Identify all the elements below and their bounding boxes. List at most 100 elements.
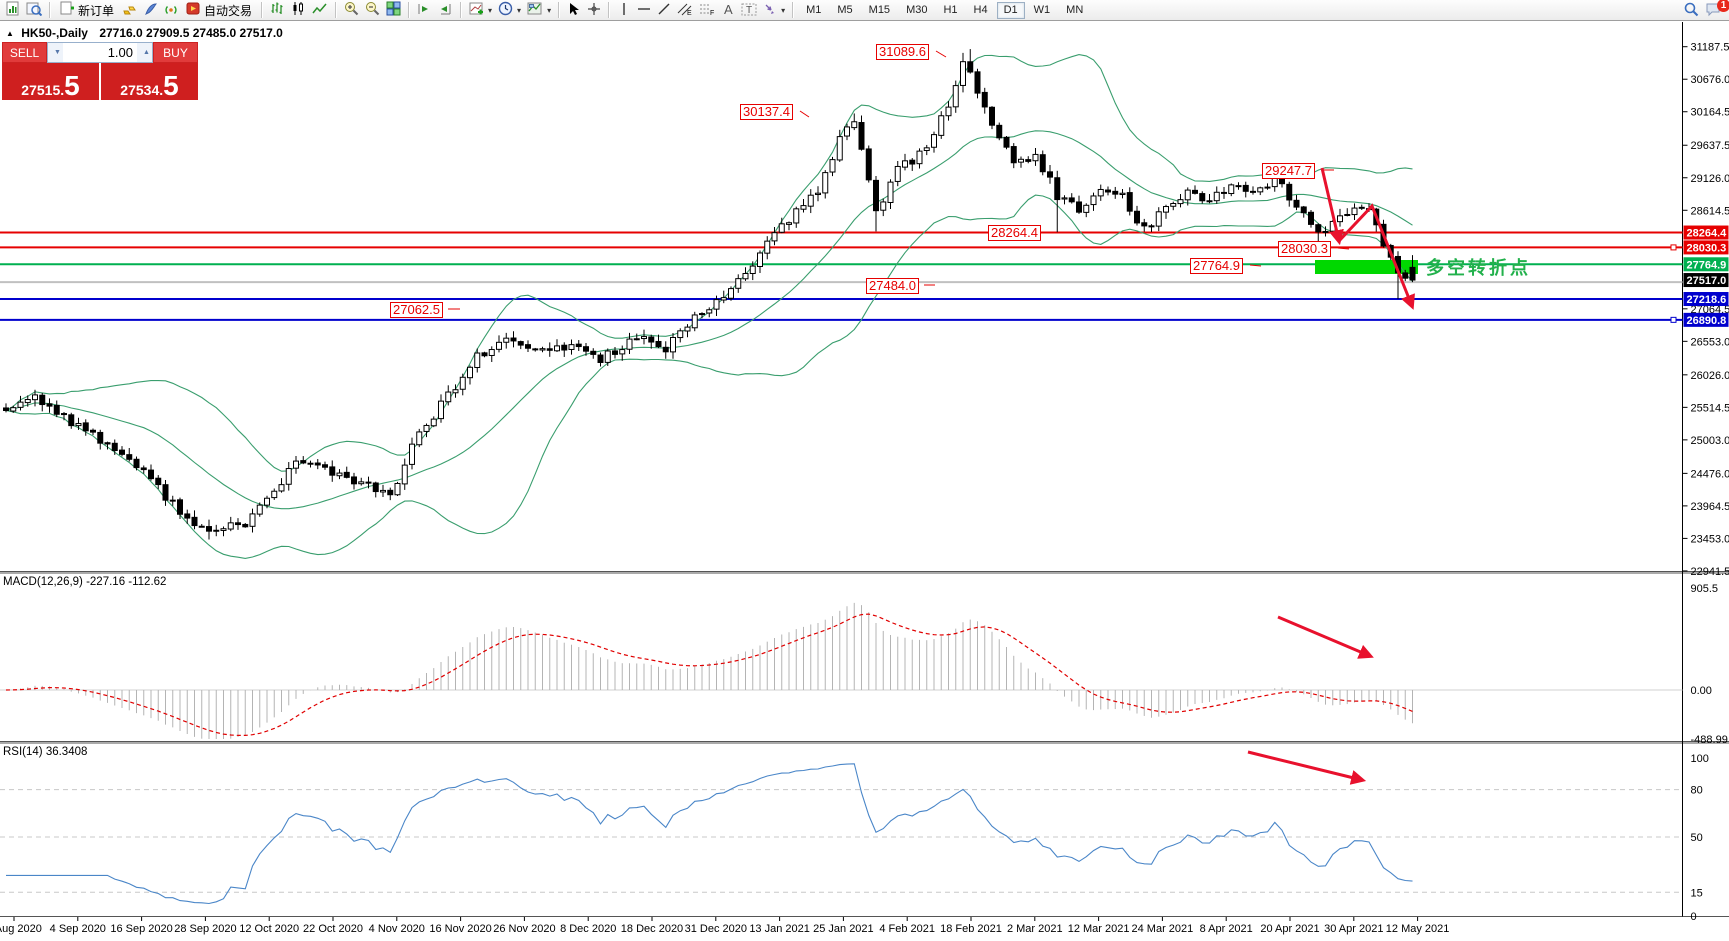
timeframe-m1[interactable]: M1 — [799, 2, 828, 19]
price-callout[interactable]: 28264.4 — [988, 225, 1041, 241]
bar-chart-mode-button[interactable] — [267, 1, 288, 20]
fibonacci-tool-button[interactable]: F — [696, 1, 718, 20]
vertical-line-icon — [619, 2, 629, 19]
fibonacci-icon: F — [699, 2, 715, 19]
timeframe-m15[interactable]: M15 — [862, 2, 897, 19]
svg-text:31 Dec 2020: 31 Dec 2020 — [685, 923, 747, 935]
timeframe-h4[interactable]: H4 — [967, 2, 995, 19]
new-order-button[interactable]: 新订单 — [55, 1, 119, 20]
trendline-tool-button[interactable] — [654, 1, 674, 20]
price-callout[interactable]: 29247.7 — [1262, 163, 1315, 179]
auto-trading-button[interactable]: 自动交易 — [181, 1, 257, 20]
notifications-button[interactable]: 1 — [1702, 0, 1729, 20]
templates-button[interactable]: ▾ — [524, 1, 554, 20]
line-chart-mode-button[interactable] — [309, 1, 331, 20]
volume-input[interactable] — [63, 43, 137, 62]
sell-price-display[interactable]: 27515. 5 — [2, 63, 99, 100]
label-tool-button[interactable]: T — [738, 1, 760, 20]
svg-text:28614.5: 28614.5 — [1691, 205, 1729, 217]
chevron-down-icon: ▾ — [781, 5, 786, 15]
horizontal-line-tool-button[interactable] — [634, 1, 654, 20]
signals-button[interactable] — [161, 1, 181, 20]
svg-text:8 Dec 2020: 8 Dec 2020 — [560, 923, 616, 935]
toolbar-separator — [460, 2, 463, 18]
publisher-button[interactable] — [141, 1, 161, 20]
timeframe-h1[interactable]: H1 — [936, 2, 964, 19]
svg-text:24476.0: 24476.0 — [1691, 468, 1729, 480]
timeframe-group: M1 M5 M15 M30 H1 H4 D1 W1 MN — [798, 1, 1091, 19]
svg-text:16 Nov 2020: 16 Nov 2020 — [429, 923, 491, 935]
arrows-tool-button[interactable]: ▾ — [760, 1, 788, 20]
history-center-button[interactable] — [119, 1, 141, 20]
price-callout[interactable]: 27484.0 — [866, 278, 919, 294]
svg-text:4 Nov 2020: 4 Nov 2020 — [369, 923, 425, 935]
price-callout[interactable]: 28030.3 — [1278, 241, 1331, 257]
zoom-out-button[interactable] — [362, 1, 383, 20]
zoom-in-icon — [344, 1, 359, 19]
bar-chart-icon — [270, 1, 285, 19]
one-click-trading-panel: SELL ▼ ▲ BUY 27515.5 27534.5 — [2, 42, 198, 100]
volume-stepper: ▼ ▲ — [47, 42, 153, 63]
clock-icon — [498, 1, 513, 19]
cursor-tool-button[interactable] — [564, 1, 584, 20]
price-callout[interactable]: 27764.9 — [1190, 258, 1243, 274]
market-watch-button[interactable] — [23, 1, 45, 20]
indicators-button[interactable]: ▾ — [466, 1, 495, 20]
collapse-icon[interactable]: ▲ — [6, 29, 14, 38]
new-chart-icon — [5, 1, 20, 19]
channel-tool-button[interactable]: E — [674, 1, 696, 20]
price-callout[interactable]: 27062.5 — [390, 302, 443, 318]
crosshair-tool-button[interactable] — [584, 1, 604, 20]
crosshair-icon — [587, 2, 601, 19]
buy-price-int: 27534 — [120, 82, 160, 98]
panel-frames — [0, 22, 1729, 917]
search-button[interactable] — [1680, 1, 1702, 20]
volume-increase-button[interactable]: ▲ — [137, 43, 152, 62]
price-callout[interactable]: 31089.6 — [876, 44, 929, 60]
buy-price-sep: . — [159, 82, 164, 98]
svg-text:27064.5: 27064.5 — [1691, 304, 1729, 316]
timeframe-w1[interactable]: W1 — [1027, 2, 1058, 19]
timeframe-m5[interactable]: M5 — [830, 2, 859, 19]
callout-leaders — [448, 50, 1350, 310]
trend-arrows — [1247, 167, 1415, 785]
text-icon: A — [722, 2, 734, 19]
timeframe-mn[interactable]: MN — [1059, 2, 1090, 19]
tile-windows-button[interactable] — [383, 1, 404, 20]
vertical-line-tool-button[interactable] — [614, 1, 634, 20]
auto-scroll-icon — [438, 2, 453, 19]
periods-button[interactable]: ▾ — [495, 1, 524, 20]
buy-price-display[interactable]: 27534. 5 — [101, 63, 198, 100]
new-order-label: 新订单 — [78, 3, 115, 18]
axis-badge — [1683, 312, 1729, 327]
price-callout[interactable]: 30137.4 — [740, 104, 793, 120]
new-chart-button[interactable] — [2, 1, 23, 20]
zoom-out-icon — [365, 1, 380, 19]
auto-scroll-button[interactable] — [435, 1, 456, 20]
axis-badge — [1683, 292, 1729, 307]
chevron-down-icon: ▾ — [488, 5, 493, 15]
bull-bear-turning-point-note: 多空转折点 — [1426, 258, 1531, 278]
timeframe-d1[interactable]: D1 — [996, 1, 1025, 19]
chart-shift-button[interactable] — [414, 1, 435, 20]
svg-text:12 Oct 2020: 12 Oct 2020 — [239, 923, 299, 935]
zoom-in-button[interactable] — [341, 1, 362, 20]
svg-text:28030.3: 28030.3 — [1687, 242, 1727, 254]
volume-decrease-button[interactable]: ▼ — [48, 43, 63, 62]
candlestick-mode-button[interactable] — [288, 1, 309, 20]
price-axis[interactable]: 31187.5 30676.0 30164.5 29637.5 29126.0 28614… — [1682, 42, 1729, 923]
svg-text:18 Dec 2020: 18 Dec 2020 — [621, 923, 683, 935]
line-handle — [1670, 316, 1677, 323]
chevron-down-icon: ▾ — [517, 5, 522, 15]
svg-text:24 Mar 2021: 24 Mar 2021 — [1132, 923, 1194, 935]
text-tool-button[interactable]: A — [718, 1, 738, 20]
tile-windows-icon — [386, 1, 401, 19]
green-zone-layer — [1315, 260, 1418, 274]
chevron-down-icon: ▾ — [547, 5, 552, 15]
timeframe-m30[interactable]: M30 — [899, 2, 934, 19]
buy-button[interactable]: BUY — [153, 42, 198, 63]
sell-button[interactable]: SELL — [2, 42, 47, 63]
toolbar-separator — [49, 2, 51, 18]
